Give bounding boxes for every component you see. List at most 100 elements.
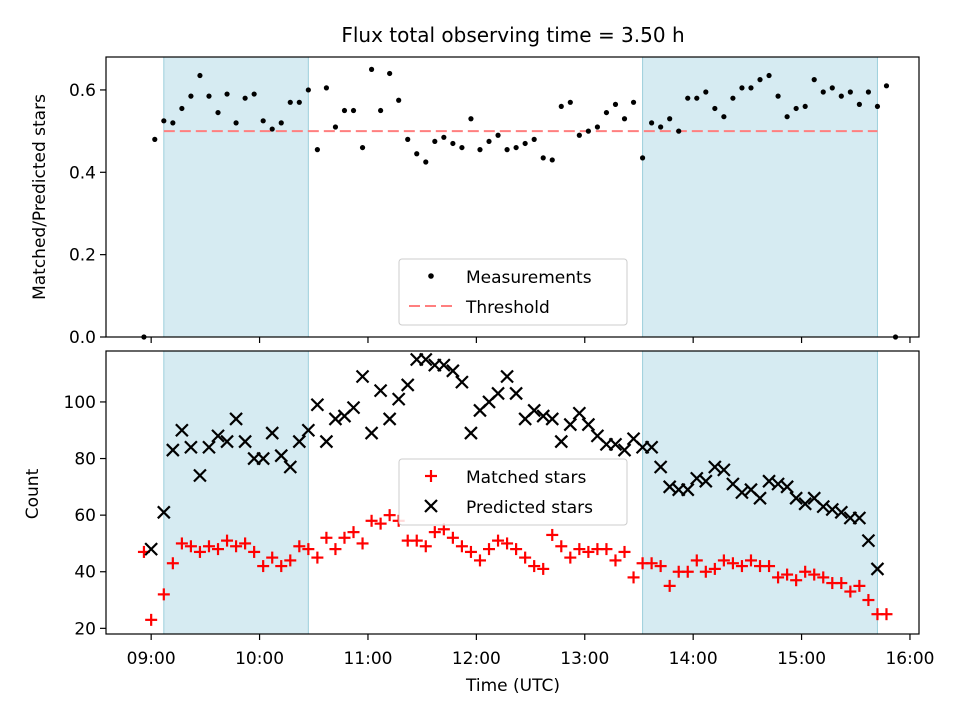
- measurement-point: [847, 89, 853, 95]
- matched-star-point: [492, 534, 505, 547]
- matched-star-point: [609, 554, 622, 567]
- predicted-star-point: [301, 423, 316, 438]
- measurement-point: [504, 147, 510, 153]
- measurement-point: [477, 147, 483, 153]
- y-tick-label: 0.4: [69, 163, 96, 183]
- measurement-point: [576, 132, 582, 138]
- predicted-star-point: [753, 491, 767, 505]
- matched-star-point: [817, 571, 830, 584]
- measurement-point: [603, 109, 610, 116]
- measurement-points: [141, 66, 899, 340]
- predicted-star-point: [364, 426, 379, 440]
- bottom-axes-frame: [105, 350, 920, 635]
- predicted-star-point: [816, 499, 831, 514]
- measurement-point: [585, 128, 591, 134]
- predicted-star-point: [373, 383, 388, 398]
- matched-star-point: [790, 574, 803, 587]
- legend-predicted-label: Predicted stars: [466, 498, 593, 518]
- predicted-star-point: [717, 463, 731, 477]
- measurement-point: [639, 155, 646, 161]
- bottom-x-ticks: 09:00 10:00 11:00 12:00 13:00 14:00 15:00 16:00: [127, 634, 934, 669]
- predicted-star-point: [319, 434, 334, 449]
- matched-star-point: [145, 613, 158, 626]
- matched-star-point: [212, 543, 225, 556]
- matched-star-point: [600, 543, 613, 556]
- y-tick-label: 100: [64, 393, 96, 413]
- matched-star-point: [230, 540, 243, 553]
- measurement-point: [811, 77, 817, 83]
- matched-star-point: [320, 531, 333, 544]
- measurement-point: [612, 101, 619, 107]
- predicted-star-point: [780, 480, 794, 494]
- predicted-star-point: [644, 440, 659, 454]
- predicted-star-point: [256, 451, 270, 466]
- x-axis-label: Time (UTC): [465, 676, 560, 696]
- matched-star-point: [726, 557, 739, 570]
- matched-star-point: [302, 543, 315, 556]
- matched-star-point: [835, 577, 848, 590]
- y-tick-label: 40: [74, 563, 96, 583]
- measurement-point: [350, 107, 357, 114]
- predicted-star-point: [825, 502, 840, 517]
- measurement-point: [793, 105, 799, 112]
- matched-star-point: [808, 568, 821, 581]
- predicted-star-point: [283, 460, 298, 474]
- predicted-star-point: [464, 426, 478, 440]
- shaded-band: [163, 56, 309, 338]
- measurement-point: [486, 138, 492, 145]
- matched-star-point: [844, 585, 857, 598]
- matched-star-point: [311, 551, 324, 564]
- measurement-point: [432, 138, 438, 145]
- y-tick-label: 60: [74, 506, 96, 526]
- predicted-star-point: [292, 434, 307, 449]
- matched-star-point: [573, 543, 586, 556]
- predicted-star-point: [789, 491, 803, 505]
- matched-star-point: [699, 565, 712, 578]
- x-tick-label: 10:00: [235, 649, 284, 669]
- measurement-point: [802, 103, 808, 110]
- matched-star-point: [663, 579, 676, 592]
- matched-star-point: [781, 568, 794, 581]
- matched-star-point: [356, 537, 369, 550]
- matched-star-point: [690, 554, 703, 567]
- chart-title: Flux total observing time = 3.50 h: [341, 23, 684, 47]
- top-legend: Measurements Threshold: [398, 258, 628, 326]
- predicted-star-point: [157, 505, 171, 520]
- x-tick-label: 12:00: [452, 649, 501, 669]
- matched-star-point: [239, 537, 252, 550]
- measurement-point: [378, 107, 384, 114]
- predicted-star-point: [536, 409, 550, 423]
- matched-star-point: [157, 588, 170, 601]
- matched-star-point: [735, 560, 748, 573]
- matched-star-point: [862, 594, 875, 607]
- matched-star-point: [537, 562, 550, 575]
- x-tick-label: 14:00: [669, 649, 718, 669]
- measurement-point: [170, 120, 176, 126]
- predicted-star-point: [144, 542, 158, 556]
- measurement-point: [179, 105, 185, 112]
- measurement-point: [829, 85, 835, 91]
- measurement-point: [332, 124, 339, 130]
- predicted-star-point: [202, 440, 216, 454]
- matched-star-point: [374, 517, 387, 530]
- bottom-shaded-bands: [163, 350, 878, 635]
- bottom-y-axis-label: Count: [23, 468, 43, 519]
- matched-star-point: [555, 540, 568, 553]
- predicted-star-point: [220, 434, 234, 449]
- matched-star-point: [744, 554, 757, 567]
- measurement-point: [739, 85, 745, 91]
- measurement-point: [495, 132, 501, 138]
- measurement-point: [856, 101, 862, 107]
- measurement-point: [242, 95, 248, 101]
- top-y-axis-label: Matched/Predicted stars: [30, 94, 50, 300]
- predicted-star-point: [572, 406, 587, 421]
- measurement-point: [387, 70, 393, 77]
- measurement-point: [513, 144, 519, 151]
- predicted-star-point: [662, 480, 677, 494]
- predicted-star-point: [545, 412, 560, 426]
- matched-star-point: [175, 537, 188, 550]
- matched-star-point: [483, 543, 496, 556]
- measurement-point: [874, 103, 881, 110]
- predicted-star-point: [581, 417, 596, 432]
